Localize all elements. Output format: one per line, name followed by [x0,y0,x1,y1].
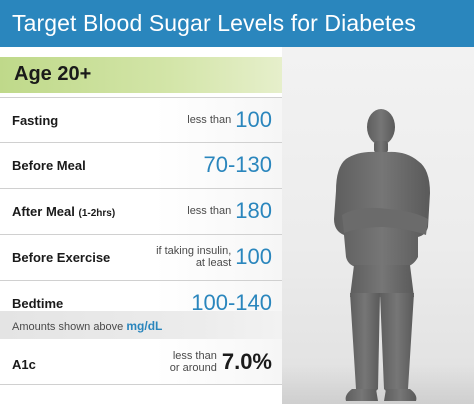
units-note-unit: mg/dL [126,319,163,333]
target-levels-table: Fasting less than 100 Before Meal 70-130… [0,97,282,327]
units-note-text: Amounts shown above [12,321,124,333]
table-row-before-meal: Before Meal 70-130 [0,143,282,189]
age-group-header: Age 20+ [0,57,282,93]
row-prefix: less than [187,114,232,126]
table-row-fasting: Fasting less than 100 [0,97,282,143]
row-prefix: less than [187,205,232,217]
row-label: After Meal [12,204,75,219]
man-silhouette-icon [334,109,430,401]
units-note: Amounts shown above mg/dL [0,311,282,339]
table-row-after-meal: After Meal (1-2hrs) less than 180 [0,189,282,235]
row-value: 100 [235,107,272,132]
row-label: Fasting [12,113,59,128]
row-value: 70-130 [203,152,272,177]
row-label: Before Exercise [12,250,111,265]
row-value: 180 [235,198,272,223]
row-label: Before Meal [12,158,86,173]
row-label: A1c [12,357,36,372]
row-value: 7.0% [221,349,272,374]
page-title: Target Blood Sugar Levels for Diabetes [0,0,474,47]
row-sublabel: (1-2hrs) [78,208,116,219]
table-row-before-exercise: Before Exercise if taking insulin, at le… [0,235,282,281]
row-value: 100 [235,244,272,269]
row-prefix: less than or around [169,350,217,374]
row-value: 100-140 [191,290,272,315]
row-prefix: if taking insulin, at least [156,245,232,269]
table-row-a1c: A1c less than or around 7.0% [0,339,282,385]
row-label: Bedtime [12,296,64,311]
